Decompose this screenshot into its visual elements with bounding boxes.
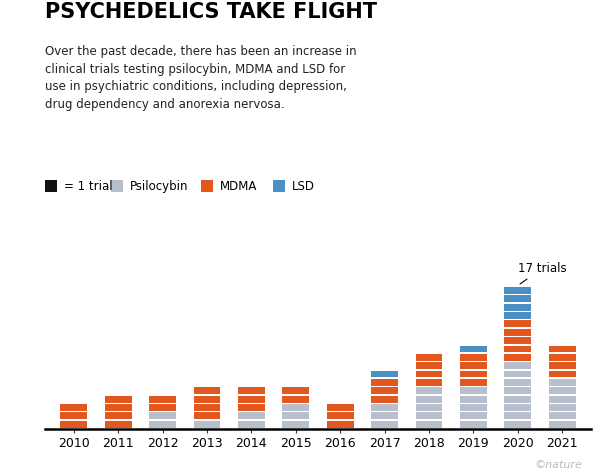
Bar (283, 412, 309, 419)
Bar (505, 295, 531, 302)
Bar (105, 421, 131, 428)
Bar (505, 354, 531, 361)
Bar (505, 329, 531, 336)
Bar (283, 387, 309, 394)
Bar (238, 396, 265, 402)
Bar (194, 421, 220, 428)
Bar (327, 412, 353, 419)
Bar (460, 371, 487, 377)
Bar (549, 354, 575, 361)
Bar (416, 379, 442, 386)
Bar (371, 404, 398, 411)
Bar (460, 421, 487, 428)
Bar (371, 396, 398, 402)
Bar (149, 412, 176, 419)
Bar (460, 387, 487, 394)
Bar (371, 412, 398, 419)
Bar (505, 337, 531, 344)
Bar (549, 379, 575, 386)
Bar (283, 421, 309, 428)
Bar (105, 396, 131, 402)
Bar (460, 396, 487, 402)
Bar (460, 346, 487, 352)
Bar (505, 412, 531, 419)
Bar (194, 404, 220, 411)
Bar (416, 396, 442, 402)
Bar (105, 404, 131, 411)
Bar (505, 404, 531, 411)
Bar (327, 404, 353, 411)
Bar (505, 362, 531, 369)
Bar (460, 362, 487, 369)
Bar (105, 412, 131, 419)
Bar (149, 404, 176, 411)
Bar (416, 412, 442, 419)
Bar (460, 354, 487, 361)
Bar (549, 404, 575, 411)
Text: 17 trials: 17 trials (518, 262, 566, 284)
Bar (238, 387, 265, 394)
Text: = 1 trial: = 1 trial (64, 180, 113, 192)
Text: PSYCHEDELICS TAKE FLIGHT: PSYCHEDELICS TAKE FLIGHT (45, 2, 377, 22)
Bar (238, 421, 265, 428)
Bar (416, 371, 442, 377)
Bar (371, 371, 398, 377)
Text: MDMA: MDMA (220, 180, 257, 192)
Bar (505, 421, 531, 428)
Bar (505, 387, 531, 394)
Text: LSD: LSD (292, 180, 315, 192)
Bar (194, 396, 220, 402)
Text: ©nature: ©nature (534, 460, 582, 470)
Bar (505, 304, 531, 310)
Text: Psilocybin: Psilocybin (130, 180, 188, 192)
Bar (61, 421, 87, 428)
Bar (549, 421, 575, 428)
Bar (238, 404, 265, 411)
Bar (327, 421, 353, 428)
Bar (371, 387, 398, 394)
Bar (149, 396, 176, 402)
Bar (505, 320, 531, 327)
Text: Over the past decade, there has been an increase in
clinical trials testing psil: Over the past decade, there has been an … (45, 45, 356, 110)
Bar (505, 312, 531, 319)
Bar (61, 404, 87, 411)
Bar (549, 346, 575, 352)
Bar (505, 287, 531, 294)
Bar (549, 362, 575, 369)
Bar (549, 396, 575, 402)
Bar (549, 371, 575, 377)
Bar (416, 421, 442, 428)
Bar (238, 412, 265, 419)
Bar (371, 379, 398, 386)
Bar (283, 404, 309, 411)
Bar (549, 387, 575, 394)
Bar (149, 421, 176, 428)
Bar (505, 396, 531, 402)
Bar (505, 371, 531, 377)
Bar (460, 404, 487, 411)
Bar (283, 396, 309, 402)
Bar (416, 354, 442, 361)
Bar (371, 421, 398, 428)
Bar (194, 387, 220, 394)
Bar (549, 412, 575, 419)
Bar (416, 387, 442, 394)
Bar (416, 404, 442, 411)
Bar (505, 379, 531, 386)
Bar (460, 412, 487, 419)
Bar (61, 412, 87, 419)
Bar (460, 379, 487, 386)
Bar (194, 412, 220, 419)
Bar (505, 346, 531, 352)
Bar (416, 362, 442, 369)
